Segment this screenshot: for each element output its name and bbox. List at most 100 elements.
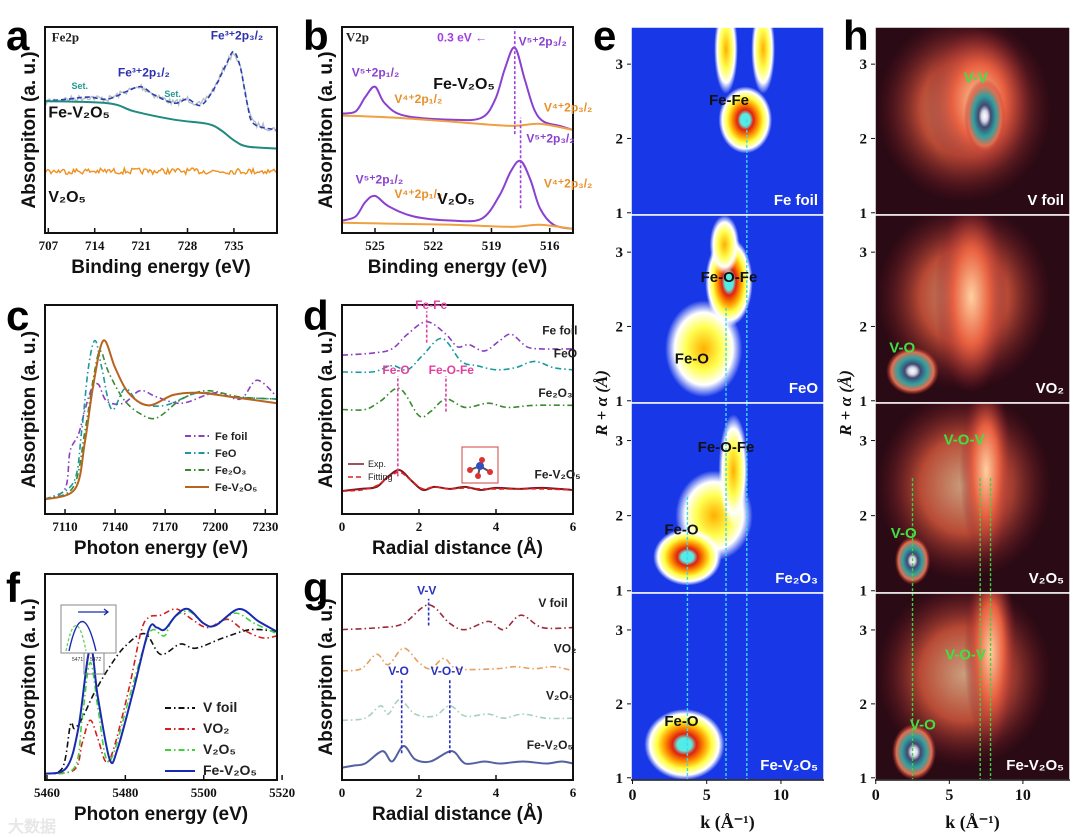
- x-tick-label: 7110: [52, 519, 77, 534]
- series-line: [44, 628, 278, 775]
- x-tick-label: 516: [540, 238, 560, 253]
- x-tick-label: 5: [945, 787, 953, 804]
- wavelet-map-1: V-O VO₂ 1 2 3: [860, 214, 1071, 410]
- heatmap-area: [631, 593, 824, 780]
- series-feo: [44, 339, 278, 501]
- x-tick-label: 728: [178, 238, 198, 253]
- feature-label: Fe-O: [675, 351, 710, 368]
- k-axis: 0 5 10 k (Å⁻¹) R + α (Å): [592, 370, 824, 833]
- series-feo: [341, 337, 574, 374]
- series-line: [341, 387, 574, 418]
- x-tick-label: 7170: [152, 519, 178, 534]
- sample-label: V foil: [1027, 192, 1064, 209]
- series-label: Fe₂O₃: [538, 386, 572, 400]
- panel-b: 525 522 519 516 Binding energy (eV) Absorpito…: [316, 26, 593, 278]
- y-tick-label: 2: [616, 697, 624, 713]
- intensity-blob: [964, 79, 1006, 154]
- annotation: V⁴⁺2p₁/₂: [394, 187, 442, 201]
- feature-label: Fe-Fe: [709, 92, 749, 109]
- series-line: [341, 471, 574, 492]
- panel-letter-b: b: [303, 12, 329, 59]
- annotation: V⁵⁺2p₃/₂: [526, 131, 574, 145]
- annotation: Fe-O-Fe: [429, 363, 475, 377]
- annotation: 0.3 eV ←: [437, 30, 487, 44]
- legend-label: Fe₂O₃: [215, 465, 246, 477]
- annotation: Fe-O: [382, 363, 409, 377]
- wavelet-map-0: Fe-Fe Fe foil 1 2 3: [616, 26, 825, 222]
- series-line: [341, 159, 574, 230]
- panel-letter-c: c: [6, 292, 29, 339]
- y-axis-label: Absorpiton (a. u.): [316, 51, 337, 208]
- feature-label: V-O: [910, 717, 936, 734]
- feature-label: Fe-O: [664, 521, 699, 538]
- heatmap-area: [875, 403, 1070, 593]
- heatmap-area: [631, 27, 824, 215]
- x-axis-label: k (Å⁻¹): [700, 812, 754, 833]
- intensity-blob: [709, 215, 740, 275]
- x-axis-label: Radial distance (Å): [372, 804, 543, 825]
- annotation: Fe³⁺2p₃/₂: [211, 28, 264, 42]
- intensity-blob: [718, 86, 773, 154]
- legend-label: Fe foil: [215, 431, 247, 443]
- heatmap-area: [875, 593, 1070, 780]
- annotation: Set.: [72, 81, 89, 91]
- x-tick-label: 5520: [269, 785, 295, 800]
- annotation: Set.: [164, 89, 181, 99]
- fe-atom: [476, 462, 484, 470]
- sample-label: Fe₂O₃: [775, 570, 818, 587]
- series-label: V foil: [538, 596, 567, 610]
- series-fe-v₂o₅-v⁴⁺-component: [341, 114, 574, 131]
- x-axis-label: Photon energy (eV): [74, 804, 248, 825]
- plot-frame: [341, 304, 574, 515]
- series-line: [44, 50, 278, 131]
- series-line: [341, 221, 574, 230]
- intensity-blob: [644, 709, 725, 780]
- panel-h-wavelet: V-VV foil123V-OVO₂123V-OV-O-VV₂O₅123V-OV…: [836, 26, 1071, 833]
- series-line: [341, 320, 573, 356]
- series-line: [341, 698, 574, 722]
- y-tick-label: 1: [860, 394, 868, 410]
- annotation: V⁴⁺2p₃/₂: [544, 177, 593, 191]
- sample-label: Fe-V₂O₅: [760, 757, 818, 774]
- inset-v2o5-curve: [65, 625, 87, 652]
- y-tick-label: 1: [616, 394, 624, 410]
- panel-d: 0 2 4 6 Radial distance (Å) Absorpiton (a. u.…: [316, 298, 581, 559]
- series-fe-v₂o₅: [341, 46, 574, 131]
- series-vo₂: [44, 608, 278, 775]
- series-fe-v₂o₅: [341, 745, 574, 769]
- series-v₂o₅: [44, 165, 278, 177]
- x-tick-label: 7230: [252, 519, 278, 534]
- series-v-foil: [44, 628, 278, 775]
- y-tick-label: 3: [860, 57, 868, 73]
- y-tick-label: 3: [860, 623, 868, 639]
- series-v₂o₅: [341, 159, 574, 230]
- annotation: V⁵⁺2p₃/₂: [519, 35, 567, 49]
- intensity-blob: [714, 27, 738, 94]
- legend: Fe foil FeO Fe₂O₃ Fe-V₂O₅: [185, 431, 257, 494]
- annotation: V⁵⁺2p₁/₂: [356, 173, 404, 187]
- x-tick-label: 735: [224, 238, 244, 253]
- x-tick-label: 2: [416, 519, 423, 534]
- x-tick-label: 721: [131, 238, 151, 253]
- feature-label: Fe-O-Fe: [701, 269, 758, 286]
- feature-label: V-O-V: [945, 647, 986, 664]
- x-tick-label: 6: [570, 519, 577, 534]
- o-atom: [467, 467, 473, 473]
- feature-label: V-O: [889, 339, 915, 356]
- x-tick-label: 4: [493, 785, 500, 800]
- heatmap-area: [631, 403, 824, 593]
- x-tick-label: 4: [493, 519, 500, 534]
- x-tick-label: 6: [570, 785, 577, 800]
- sample-label: FeO: [789, 380, 819, 397]
- series-fe₂o₃: [44, 350, 278, 501]
- x-tick-label: 0: [628, 787, 636, 804]
- x-axis-label: Binding energy (eV): [71, 257, 250, 278]
- annotation: Fe-V₂O₅: [48, 105, 110, 122]
- panel-letter-a: a: [6, 12, 30, 59]
- plot-frame: [341, 26, 574, 234]
- y-tick-label: 3: [616, 623, 624, 639]
- series-fe-v₂o₅: [44, 607, 278, 775]
- legend: Exp. Fitting: [348, 459, 393, 482]
- panel-letter-g: g: [303, 564, 329, 611]
